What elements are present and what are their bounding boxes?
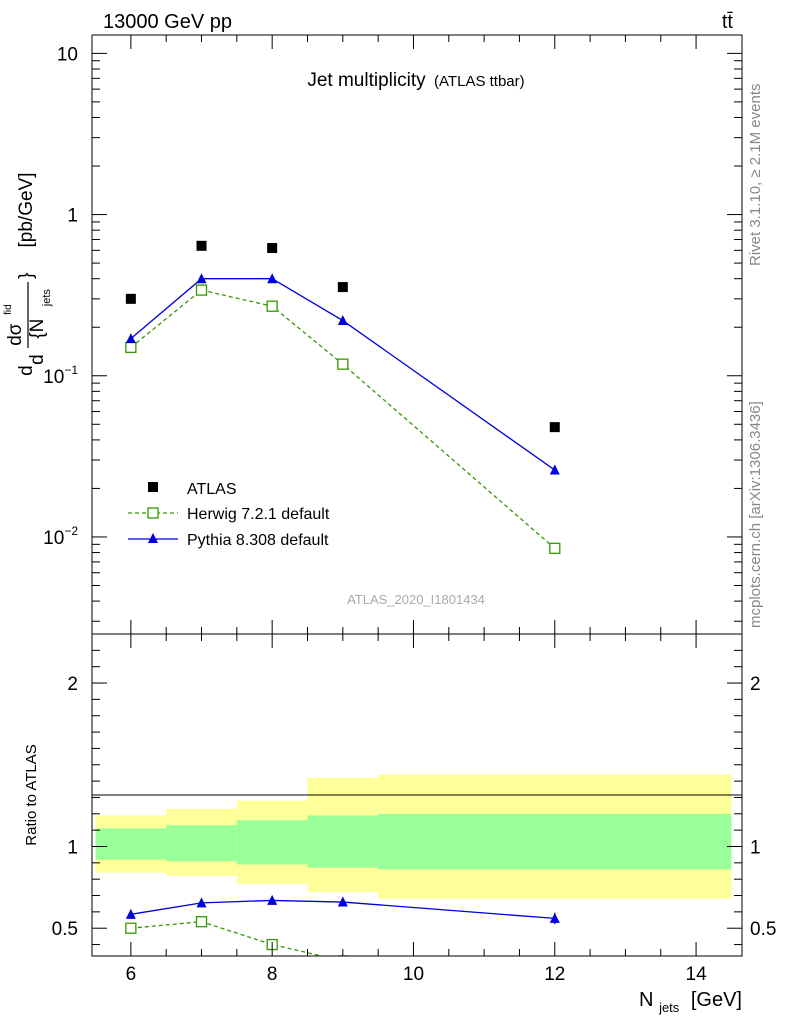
legend-entry-atlas: ATLAS xyxy=(148,481,237,498)
ratio-band-inner xyxy=(307,815,379,868)
main-y-tick-label: 10−2 xyxy=(43,524,78,549)
ratio-pythia-point xyxy=(125,908,136,919)
ratio-plot-area xyxy=(95,774,732,899)
ratio-pythia-point xyxy=(549,912,560,923)
main-y-axis-label: d dσ fid d {N jets } [pb/GeV] xyxy=(0,173,55,376)
chart-title-main: Jet multiplicity xyxy=(307,70,426,91)
ratio-series-layer xyxy=(125,894,560,956)
x-tick-label: 6 xyxy=(126,964,137,985)
x-tick-label: 10 xyxy=(403,964,424,985)
legend-atlas-marker xyxy=(148,482,158,492)
legend-herwig-marker xyxy=(147,507,159,519)
ylabel-d2: d xyxy=(27,354,48,365)
process-label: tt̄ xyxy=(722,11,734,33)
main-axis-ticks: 10 1 10−1 10−2 xyxy=(43,35,742,634)
ratio-band-inner xyxy=(166,825,237,862)
analysis-watermark: ATLAS_2020_I1801434 xyxy=(347,592,485,607)
ratio-herwig-point xyxy=(337,955,349,956)
legend-atlas-label: ATLAS xyxy=(187,481,237,498)
rivet-credit: Rivet 3.1.10, ≥ 2.1M events xyxy=(747,84,764,267)
herwig-point xyxy=(195,284,208,296)
legend-herwig-label: Herwig 7.2.1 default xyxy=(187,506,330,523)
ylabel-brace-close: } xyxy=(16,272,37,278)
ratio-herwig-line xyxy=(130,921,325,956)
pythia-line xyxy=(130,278,556,471)
pythia-point xyxy=(196,273,207,284)
herwig-point xyxy=(549,542,561,554)
main-y-tick-label: 10−1 xyxy=(43,363,78,388)
ratio-band-inner xyxy=(95,828,167,860)
ratio-y-tick-label: 1 xyxy=(67,837,78,858)
atlas-point xyxy=(267,243,278,254)
herwig-point xyxy=(337,358,349,370)
ylabel-jets: jets xyxy=(41,289,53,308)
x-tick-label: 8 xyxy=(267,964,278,985)
ratio-pythia-point xyxy=(267,894,278,905)
ratio-y-tick-label-right: 2 xyxy=(750,674,761,695)
ylabel-unit: [pb/GeV] xyxy=(16,173,37,248)
ratio-pythia-point xyxy=(337,896,348,907)
pythia-point xyxy=(125,333,136,344)
xlabel-sub: jets xyxy=(658,1000,680,1015)
xlabel-unit: [GeV] xyxy=(691,989,742,1011)
ratio-herwig-point xyxy=(195,916,208,928)
atlas-point xyxy=(337,282,348,293)
pythia-point xyxy=(337,315,348,326)
legend-pythia-label: Pythia 8.308 default xyxy=(187,532,329,549)
ratio-y-tick-label-right: 0.5 xyxy=(750,919,776,940)
main-y-tick-label: 10 xyxy=(57,44,78,65)
energy-label: 13000 GeV pp xyxy=(103,11,232,33)
legend-entry-herwig: Herwig 7.2.1 default xyxy=(128,506,330,523)
legend-entry-pythia: Pythia 8.308 default xyxy=(128,532,329,549)
svg-text:d dσ fid d: d dσ fid d {N jets } [pb/GeV] xyxy=(0,173,55,376)
ratio-band-inner xyxy=(378,813,732,870)
mcplots-credit: mcplots.cern.ch [arXiv:1306.3436] xyxy=(747,401,764,628)
ratio-axis-ticks: 0.5 0.51 12 26 8 10 12 14 xyxy=(52,633,776,985)
herwig-point xyxy=(266,300,278,312)
xlabel-main: N xyxy=(639,989,653,1011)
ratio-y-tick-label: 2 xyxy=(67,674,78,695)
ylabel-d1: d xyxy=(16,365,37,376)
chart-title: Jet multiplicity (ATLAS ttbar) xyxy=(307,70,524,91)
chart-title-suffix: (ATLAS ttbar) xyxy=(434,73,525,90)
ylabel-dsigma: dσ xyxy=(5,323,26,346)
x-axis-label: N jets [GeV] xyxy=(639,989,742,1017)
main-y-tick-label: 1 xyxy=(67,206,78,227)
herwig-point xyxy=(125,341,137,354)
ylabel-brace-open: {N xyxy=(27,319,48,339)
ratio-y-axis-label: Ratio to ATLAS xyxy=(23,744,40,845)
ratio-y-tick-label: 0.5 xyxy=(52,919,78,940)
main-series-layer xyxy=(125,240,561,554)
x-tick-label: 14 xyxy=(686,964,708,985)
ylabel-fid: fid xyxy=(3,304,14,315)
legend: ATLAS Herwig 7.2.1 default Pythia 8.308 … xyxy=(128,481,330,549)
legend-pythia-marker xyxy=(148,533,158,543)
atlas-point xyxy=(549,422,560,433)
ratio-band-inner xyxy=(236,820,308,865)
atlas-point xyxy=(125,293,136,304)
x-tick-label: 12 xyxy=(544,964,565,985)
ratio-y-tick-label-right: 1 xyxy=(750,837,761,858)
atlas-point xyxy=(196,240,207,251)
ratio-herwig-point xyxy=(125,922,137,934)
pythia-point xyxy=(267,273,278,284)
ratio-pythia-point xyxy=(196,897,207,908)
ratio-frame xyxy=(91,633,743,957)
pythia-point xyxy=(549,464,560,475)
